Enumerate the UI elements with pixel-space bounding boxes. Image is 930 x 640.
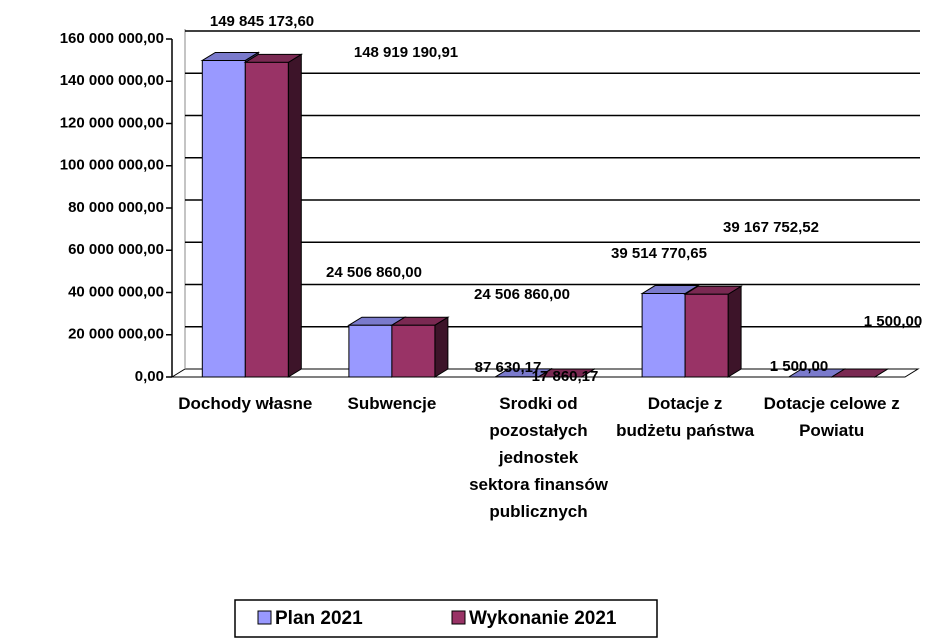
x-tick-label: Dotacje z budżetu państwa (616, 394, 755, 440)
bar-face (641, 293, 686, 378)
y-tick-label: 80 000 000,00 (68, 199, 164, 216)
x-tick-label: Dochody własne (178, 394, 313, 413)
value-label: 148 919 190,91 (354, 44, 458, 61)
legend-swatch (257, 610, 272, 625)
bar-face (201, 59, 246, 378)
bar-face (348, 324, 393, 378)
x-tick-label: Srodki od pozostałych jednostek sektora … (469, 394, 608, 521)
value-label: 87 630,17 (475, 359, 542, 376)
y-tick-label: 160 000 000,00 (60, 30, 164, 47)
x-tick-label: Subwencje (347, 394, 437, 413)
bar-face (391, 324, 436, 378)
bar-face (244, 61, 289, 378)
legend-label: Wykonanie 2021 (469, 608, 617, 629)
legend-label: Plan 2021 (275, 608, 363, 629)
value-label: 1 500,00 (770, 358, 828, 375)
value-label: 24 506 860,00 (474, 286, 570, 303)
y-tick-label: 40 000 000,00 (68, 283, 164, 300)
legend-box (234, 599, 658, 638)
y-tick-label: 0,00 (135, 368, 164, 385)
y-tick-label: 20 000 000,00 (68, 326, 164, 343)
bar-face (684, 293, 729, 378)
bar (243, 53, 304, 378)
bar (829, 368, 890, 378)
value-label: 39 514 770,65 (611, 245, 707, 262)
bar (390, 316, 450, 378)
y-tick-label: 100 000 000,00 (60, 157, 164, 174)
legend-swatch (451, 610, 466, 625)
x-tick-label: Dotacje celowe z Powiatu (763, 394, 900, 440)
value-label: 39 167 752,52 (723, 219, 819, 236)
value-label: 1 500,00 (864, 313, 922, 330)
value-label: 149 845 173,60 (210, 13, 314, 30)
bar-face (287, 53, 302, 378)
value-label: 17 860,17 (532, 368, 599, 385)
y-tick-label: 60 000 000,00 (68, 241, 164, 258)
bar (536, 368, 597, 378)
value-label: 24 506 860,00 (326, 264, 422, 281)
y-tick-label: 140 000 000,00 (60, 72, 164, 89)
bar-face (434, 316, 449, 378)
y-tick-label: 120 000 000,00 (60, 114, 164, 131)
bar (683, 285, 743, 378)
bar-face (727, 285, 742, 378)
